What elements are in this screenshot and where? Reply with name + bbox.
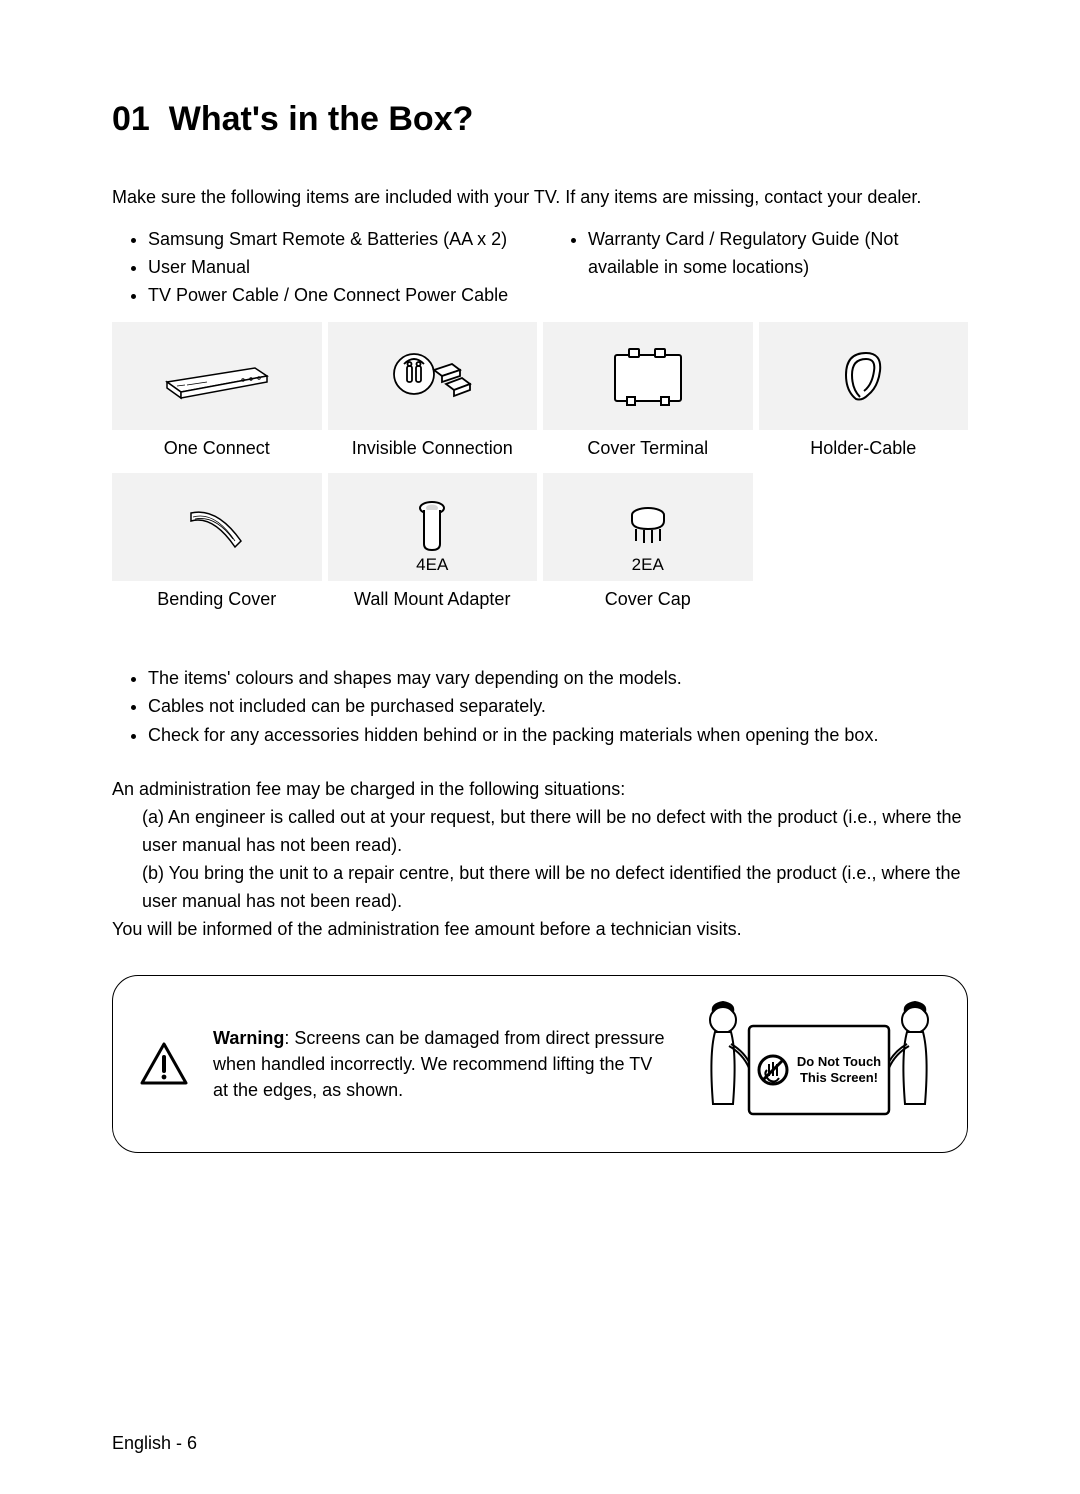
- manual-page: 01 What's in the Box? Make sure the foll…: [0, 0, 1080, 1494]
- holder-cable-icon: [759, 322, 969, 430]
- included-item: Warranty Card / Regulatory Guide (Not av…: [588, 226, 968, 282]
- box-item: One Connect: [112, 322, 322, 473]
- warning-label: Warning: [213, 1028, 284, 1048]
- box-item-label: Cover Cap: [605, 581, 691, 624]
- wall-mount-adapter-icon: 4EA: [328, 473, 538, 581]
- warning-text: Warning: Screens can be damaged from dir…: [213, 1025, 665, 1103]
- section-title: 01 What's in the Box?: [112, 100, 968, 139]
- warning-box: Warning: Screens can be damaged from dir…: [112, 975, 968, 1153]
- box-item-qty: 4EA: [328, 555, 538, 575]
- invisible-connection-icon: [328, 322, 538, 430]
- footer-lang: English: [112, 1433, 171, 1453]
- admin-a: (a) An engineer is called out at your re…: [112, 804, 968, 860]
- included-items: Samsung Smart Remote & Batteries (AA x 2…: [112, 226, 968, 310]
- box-item: Bending Cover: [112, 473, 322, 624]
- bending-cover-icon: [112, 473, 322, 581]
- footer-page: 6: [187, 1433, 197, 1453]
- box-item-label: Holder-Cable: [810, 430, 916, 473]
- one-connect-icon: [112, 322, 322, 430]
- cover-terminal-icon: [543, 322, 753, 430]
- box-item: Invisible Connection: [328, 322, 538, 473]
- lifting-illustration: Do Not Touch This Screen!: [689, 994, 949, 1134]
- box-item-label: Invisible Connection: [352, 430, 513, 473]
- section-heading: What's in the Box?: [169, 100, 474, 138]
- box-items-grid: One Connect: [112, 322, 968, 624]
- note-item: The items' colours and shapes may vary d…: [148, 664, 968, 693]
- included-item: Samsung Smart Remote & Batteries (AA x 2…: [148, 226, 528, 254]
- note-item: Cables not included can be purchased sep…: [148, 692, 968, 721]
- illus-text-2: This Screen!: [800, 1070, 878, 1085]
- box-item-empty: [759, 473, 969, 624]
- box-item: Cover Terminal: [543, 322, 753, 473]
- warning-triangle-icon: [139, 1041, 189, 1087]
- box-item-label: Cover Terminal: [587, 430, 708, 473]
- box-item: 2EA Cover Cap: [543, 473, 753, 624]
- illus-text-1: Do Not Touch: [797, 1054, 881, 1069]
- box-item: Holder-Cable: [759, 322, 969, 473]
- box-item-label: One Connect: [164, 430, 270, 473]
- note-item: Check for any accessories hidden behind …: [148, 721, 968, 750]
- admin-tail: You will be informed of the administrati…: [112, 916, 968, 944]
- included-item: TV Power Cable / One Connect Power Cable: [148, 282, 528, 310]
- cover-cap-icon: 2EA: [543, 473, 753, 581]
- footer-sep: -: [171, 1433, 187, 1453]
- box-item-qty: 2EA: [543, 555, 753, 575]
- box-item: 4EA Wall Mount Adapter: [328, 473, 538, 624]
- notes-list: The items' colours and shapes may vary d…: [112, 664, 968, 750]
- page-footer: English - 6: [112, 1433, 197, 1454]
- included-item: User Manual: [148, 254, 528, 282]
- intro-text: Make sure the following items are includ…: [112, 187, 968, 208]
- section-number: 01: [112, 100, 150, 138]
- admin-fee-block: An administration fee may be charged in …: [112, 776, 968, 943]
- box-item-label: Bending Cover: [157, 581, 276, 624]
- box-item-label: Wall Mount Adapter: [354, 581, 510, 624]
- admin-lead: An administration fee may be charged in …: [112, 776, 968, 804]
- admin-b: (b) You bring the unit to a repair centr…: [112, 860, 968, 916]
